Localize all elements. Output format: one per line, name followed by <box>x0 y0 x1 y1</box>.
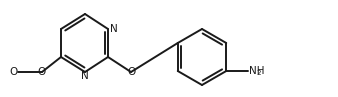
Text: NH: NH <box>249 66 265 76</box>
Text: O: O <box>38 67 46 77</box>
Text: N: N <box>81 71 89 81</box>
Text: 2: 2 <box>256 70 261 76</box>
Text: O: O <box>10 67 18 77</box>
Text: O: O <box>127 67 135 77</box>
Text: N: N <box>110 24 118 34</box>
